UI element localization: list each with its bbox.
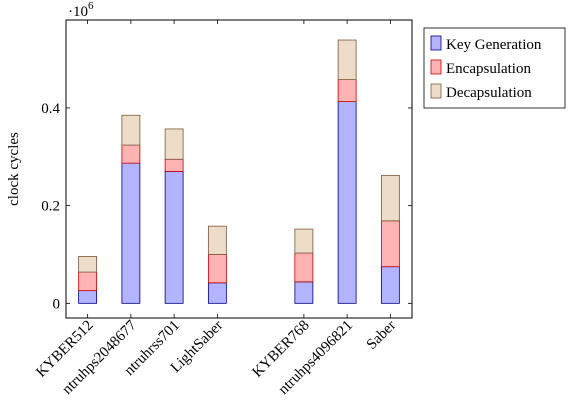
bar-decapsulation-6	[337, 39, 357, 80]
bar-encapsulation-7	[380, 220, 400, 268]
legend-box	[423, 27, 566, 109]
legend-swatch-key-generation	[430, 35, 442, 51]
bar-encapsulation-4	[207, 254, 227, 284]
bar-decapsulation-1	[78, 256, 98, 273]
bar-encapsulation-1	[78, 271, 98, 292]
y-scale-base: ·10	[68, 4, 88, 20]
bar-encapsulation-3	[164, 158, 184, 172]
bar-decapsulation-7	[380, 174, 400, 222]
bar-key-generation-3	[164, 171, 184, 304]
bars-layer	[78, 39, 400, 304]
x-tick-label: ntruhps4096821	[276, 318, 356, 398]
bar-key-generation-1	[78, 290, 98, 304]
plot-frame	[65, 19, 413, 319]
y-scale-exponent: ·106	[68, 0, 94, 20]
y-tick-label: 0.2	[41, 199, 60, 215]
bar-encapsulation-2	[121, 144, 141, 164]
legend-swatch-decapsulation	[430, 83, 442, 99]
bar-decapsulation-2	[121, 114, 141, 146]
y-ticks: 0 0.2 0.4	[41, 101, 412, 312]
bar-key-generation-5	[294, 281, 314, 304]
bar-decapsulation-4	[207, 225, 227, 255]
y-tick-label: 0	[53, 296, 61, 312]
bar-key-generation-4	[207, 282, 227, 304]
bar-encapsulation-5	[294, 252, 314, 283]
x-tick-label: Saber	[364, 318, 399, 353]
bar-key-generation-7	[380, 266, 400, 304]
legend-label-encapsulation: Encapsulation	[446, 61, 531, 77]
bar-decapsulation-5	[294, 228, 314, 254]
bar-key-generation-2	[121, 162, 141, 304]
y-scale-power: 6	[88, 0, 94, 12]
legend: Key Generation Encapsulation Decapsulation	[423, 27, 566, 109]
legend-swatch-encapsulation	[430, 59, 442, 75]
bar-decapsulation-3	[164, 128, 184, 160]
y-axis-label: clock cycles	[6, 132, 22, 206]
y-tick-label: 0.4	[41, 101, 60, 117]
x-tick-label: ntruhps2048677	[59, 317, 140, 398]
bar-key-generation-6	[337, 101, 357, 304]
legend-label-key-generation: Key Generation	[446, 37, 542, 53]
legend-label-decapsulation: Decapsulation	[446, 85, 532, 101]
bar-encapsulation-6	[337, 79, 357, 102]
